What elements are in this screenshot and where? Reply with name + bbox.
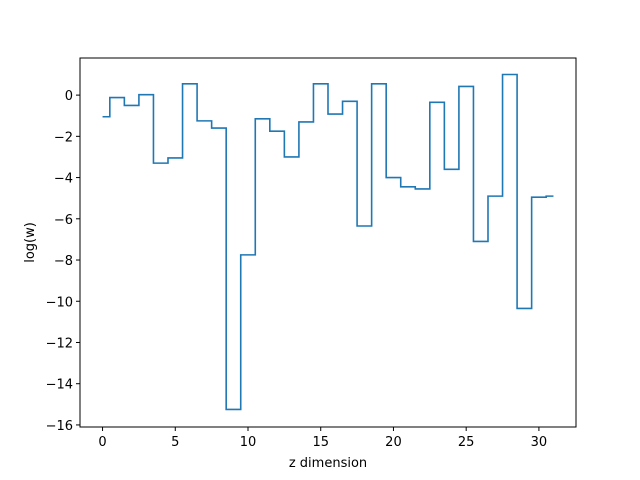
y-tick-label: −4 [54, 172, 73, 187]
x-tick-label: 25 [458, 435, 475, 450]
y-tick-label: −6 [54, 213, 73, 228]
x-axis-ticks: 0 5 10 15 20 25 30 [98, 427, 547, 450]
y-tick-label: 0 [65, 89, 73, 104]
x-tick-label: 20 [385, 435, 402, 450]
y-tick-label: −14 [46, 378, 73, 393]
x-tick-label: 10 [240, 435, 257, 450]
y-tick-label: −10 [46, 295, 73, 310]
x-tick-label: 0 [98, 435, 106, 450]
x-axis-label: z dimension [289, 456, 367, 471]
y-tick-label: −12 [46, 336, 73, 351]
x-tick-label: 30 [531, 435, 548, 450]
y-axis-ticks: 0 −2 −4 −6 −8 −10 −12 −14 −16 [46, 89, 80, 434]
y-tick-label: −8 [54, 254, 73, 269]
x-tick-label: 5 [171, 435, 179, 450]
y-axis-label: log(w) [23, 222, 38, 263]
axes-frame [79, 57, 577, 428]
plot-area [102, 73, 554, 411]
y-tick-label: −16 [46, 419, 73, 434]
y-tick-label: −2 [54, 130, 73, 145]
x-tick-label: 15 [312, 435, 329, 450]
